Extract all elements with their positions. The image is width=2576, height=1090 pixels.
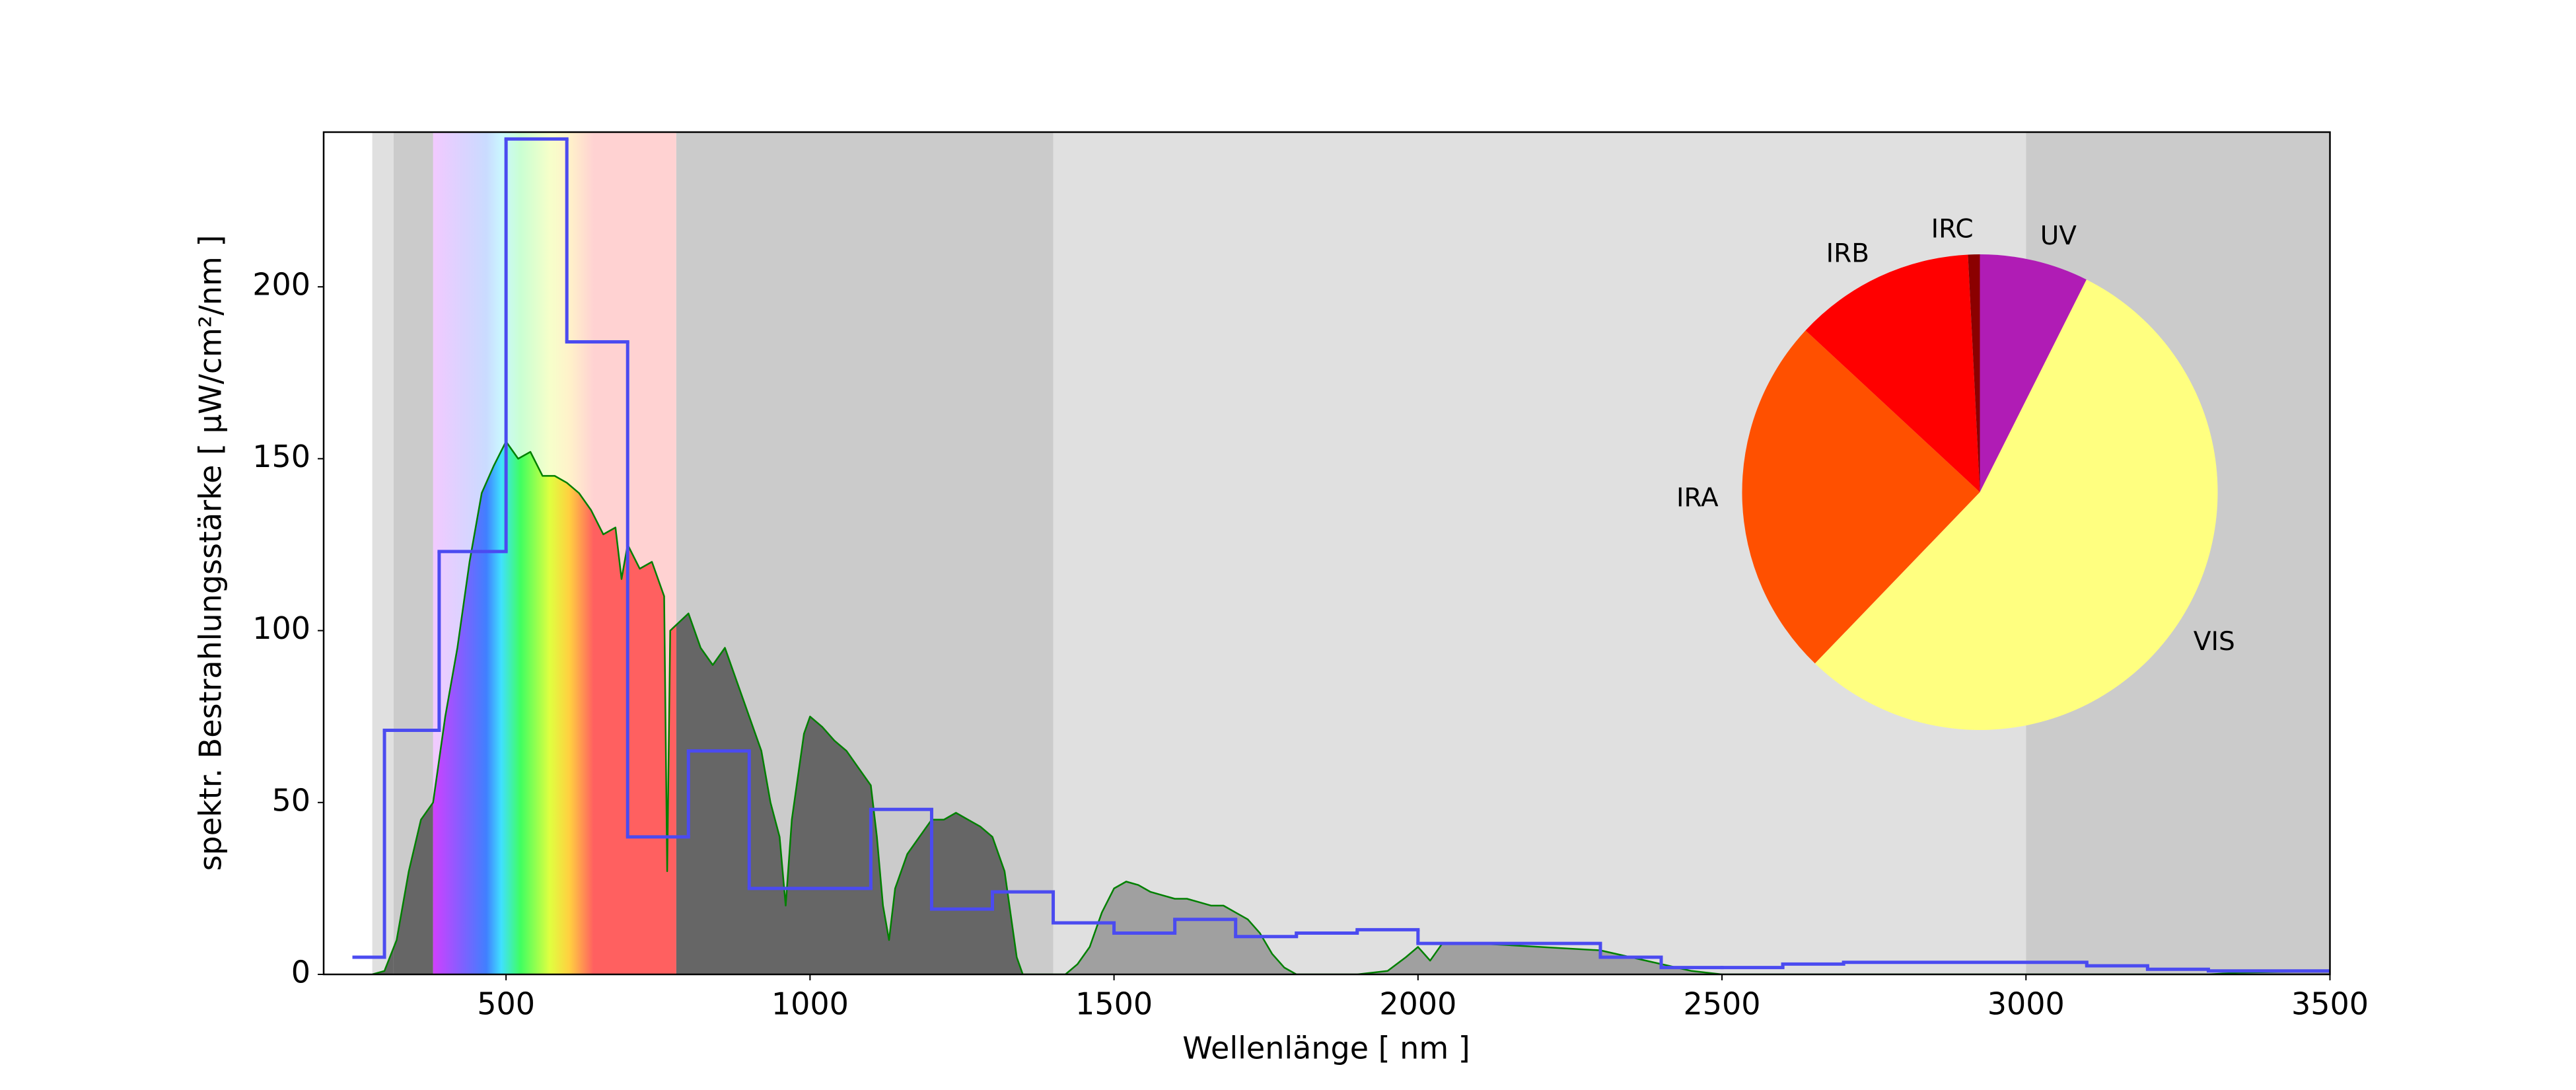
x-tick-label: 2000 [1379, 986, 1456, 1022]
y-tick-label: 100 [252, 610, 310, 646]
pie-slice [1814, 279, 2218, 730]
x-axis-label: Wellenlänge [ nm ] [1182, 1031, 1470, 1066]
pie-layer: UV VIS IRA IRB IRC [1676, 215, 2235, 730]
y-tick-label: 0 [291, 955, 310, 990]
pie-label: VIS [2194, 627, 2235, 657]
x-tick-label: 3000 [1987, 986, 2065, 1022]
spectrum-line [372, 441, 2330, 974]
pie-label: UV [2040, 221, 2077, 251]
pie-label: IRC [1931, 215, 1974, 244]
axes-frame [322, 131, 2331, 976]
x-tick-label: 1500 [1075, 986, 1153, 1022]
pie-slice [1805, 254, 1980, 492]
pie-slice [1980, 254, 2087, 492]
pie-label: IRB [1826, 239, 1869, 269]
x-tick-label: 500 [477, 986, 535, 1022]
y-tick-label: 200 [252, 267, 310, 303]
y-axis-label: spektr. Bestrahlungsstärke [ µW/cm²/nm ] [193, 235, 229, 871]
y-tick-label: 150 [252, 439, 310, 474]
axes-layer: 500 1000 1500 2000 2500 3000 3500 0 50 100 150 200 [252, 267, 2369, 1022]
x-tick-label: 3500 [2291, 986, 2369, 1022]
x-tick-label: 1000 [771, 986, 849, 1022]
y-tick-label: 50 [271, 782, 310, 818]
pie-label: IRA [1676, 484, 1719, 513]
pie-slice [1742, 330, 1980, 664]
pie-slice [1968, 254, 1980, 492]
line-layer [352, 137, 2330, 974]
x-tick-label: 2500 [1684, 986, 1761, 1022]
